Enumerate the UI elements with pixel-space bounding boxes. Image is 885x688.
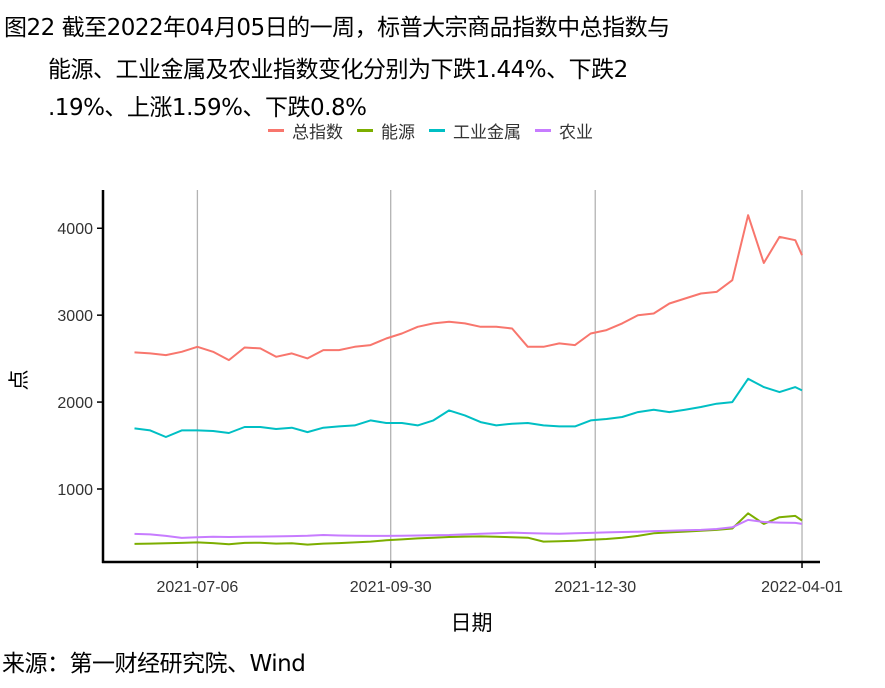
legend-label: 农业 (559, 123, 593, 143)
series-line-0 (134, 214, 803, 362)
legend-label: 总指数 (292, 123, 343, 143)
y-tick-label: 4000 (57, 221, 93, 238)
series-line-2 (134, 377, 803, 438)
legend-item-energy: 能源 (357, 118, 415, 143)
y-tick-label: 2000 (57, 395, 93, 412)
x-axis-title: 日期 (451, 611, 493, 635)
y-axis-title: 点 (7, 370, 31, 391)
legend: 总指数 能源 工业金属 农业 (268, 118, 593, 143)
legend-item-metals: 工业金属 (429, 118, 521, 143)
x-tick-label: 2021-09-30 (350, 579, 432, 596)
series-line-3 (134, 518, 803, 539)
legend-swatch (357, 129, 373, 132)
legend-item-total: 总指数 (268, 118, 343, 143)
legend-label: 能源 (381, 123, 415, 143)
x-tick-label: 2021-12-30 (554, 579, 636, 596)
legend-item-agriculture: 农业 (535, 118, 593, 143)
x-tick-label: 2021-07-06 (156, 579, 238, 596)
title-line-1: 图22 截至2022年04月05日的一周，标普大宗商品指数中总指数与 (4, 15, 670, 41)
legend-label: 工业金属 (453, 123, 521, 143)
title-line-3: .19%、上涨1.59%、下跌0.8% (48, 95, 367, 121)
legend-swatch (268, 129, 284, 132)
x-tick-label: 2022-04-01 (761, 579, 843, 596)
legend-swatch (535, 129, 551, 132)
legend-swatch (429, 129, 445, 132)
y-tick-label: 1000 (57, 482, 93, 499)
title-line-2: 能源、工业金属及农业指数变化分别为下跌1.44%、下跌2 (48, 57, 628, 83)
source-note: 来源：第一财经研究院、Wind (2, 651, 306, 677)
y-tick-label: 3000 (57, 308, 93, 325)
